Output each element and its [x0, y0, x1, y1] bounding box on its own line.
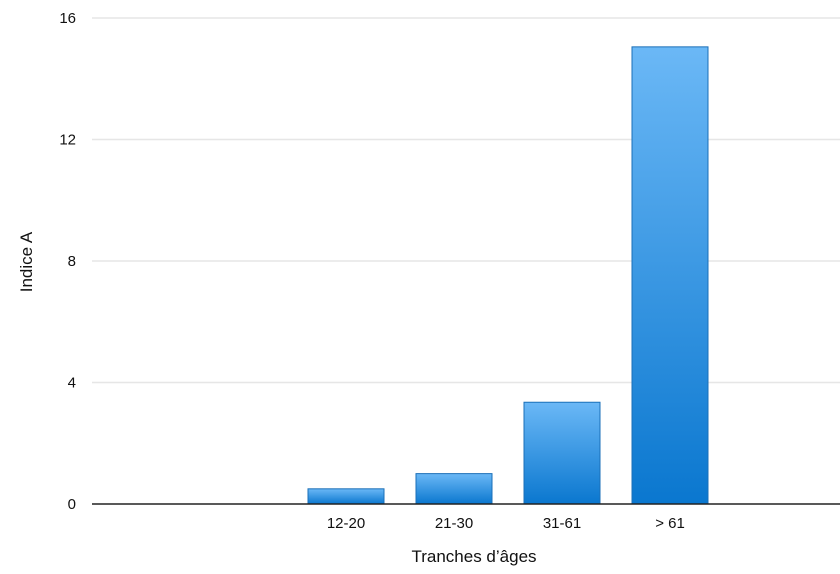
y-tick-label: 0 [68, 496, 76, 513]
x-tick-label: 12-20 [327, 515, 365, 532]
y-tick-label: 4 [68, 375, 76, 392]
x-tick-label: 31-61 [543, 515, 581, 532]
bar [307, 488, 385, 505]
x-tick-label: > 61 [655, 515, 685, 532]
bar [631, 46, 709, 505]
x-tick-label: 21-30 [435, 515, 473, 532]
gridlines [92, 17, 840, 384]
y-axis-tick-labels: 0 4 8 12 16 [59, 10, 76, 513]
y-tick-label: 8 [68, 253, 76, 270]
y-axis-title: Indice A [17, 231, 36, 292]
bars [307, 46, 709, 505]
x-axis-tick-labels: 12-20 21-30 31-61 > 61 [327, 515, 685, 532]
bar [415, 473, 493, 505]
x-axis-title: Tranches d’âges [411, 547, 536, 566]
y-tick-label: 12 [59, 132, 76, 149]
y-tick-label: 16 [59, 10, 76, 27]
bar [523, 401, 601, 505]
